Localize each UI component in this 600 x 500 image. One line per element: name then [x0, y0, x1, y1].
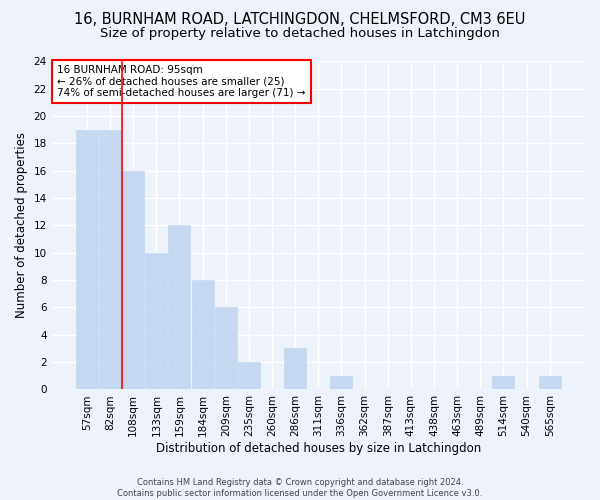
Y-axis label: Number of detached properties: Number of detached properties — [15, 132, 28, 318]
Bar — [238, 362, 260, 390]
Bar — [191, 280, 214, 390]
Bar — [99, 130, 121, 390]
Bar — [331, 376, 352, 390]
Bar — [215, 308, 237, 390]
Bar — [539, 376, 561, 390]
X-axis label: Distribution of detached houses by size in Latchingdon: Distribution of detached houses by size … — [156, 442, 481, 455]
Text: 16 BURNHAM ROAD: 95sqm
← 26% of detached houses are smaller (25)
74% of semi-det: 16 BURNHAM ROAD: 95sqm ← 26% of detached… — [57, 65, 305, 98]
Text: 16, BURNHAM ROAD, LATCHINGDON, CHELMSFORD, CM3 6EU: 16, BURNHAM ROAD, LATCHINGDON, CHELMSFOR… — [74, 12, 526, 28]
Bar — [284, 348, 306, 390]
Text: Contains HM Land Registry data © Crown copyright and database right 2024.
Contai: Contains HM Land Registry data © Crown c… — [118, 478, 482, 498]
Bar — [122, 171, 144, 390]
Text: Size of property relative to detached houses in Latchingdon: Size of property relative to detached ho… — [100, 28, 500, 40]
Bar — [493, 376, 514, 390]
Bar — [145, 253, 167, 390]
Bar — [169, 226, 190, 390]
Bar — [76, 130, 98, 390]
